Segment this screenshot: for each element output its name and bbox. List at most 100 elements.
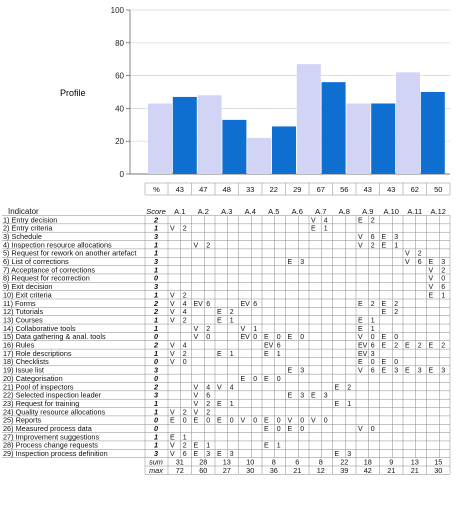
- cell-type: E: [217, 418, 222, 425]
- row-score: 1: [154, 407, 158, 416]
- sum-value: 13: [223, 457, 231, 466]
- cell-value: 0: [253, 334, 257, 341]
- row-score: 2: [153, 382, 158, 391]
- column-header: A.7: [315, 207, 326, 216]
- sum-value: 31: [176, 457, 184, 466]
- cell-type: E: [264, 334, 269, 341]
- cell-value: 2: [183, 443, 187, 450]
- indicator-label: 26) Measured process data: [3, 424, 93, 433]
- cell-type: E: [358, 359, 363, 366]
- row-score: 1: [154, 224, 158, 233]
- cell-type: V: [170, 351, 175, 358]
- cell-type: E: [405, 343, 410, 350]
- cell-type: E: [382, 343, 387, 350]
- bar-a-2: [172, 96, 197, 174]
- cell-type: E: [288, 426, 293, 433]
- cell-type: E: [358, 301, 363, 308]
- row-score: 2: [153, 215, 158, 224]
- cell-value: 4: [183, 309, 187, 316]
- indicator-label: 4) Inspection resource allocations: [3, 240, 112, 249]
- percent-value: 56: [340, 185, 348, 194]
- cell-value: 0: [371, 426, 375, 433]
- cell-type: E: [382, 368, 387, 375]
- cell-value: 0: [183, 359, 187, 366]
- cell-type: V: [170, 292, 175, 299]
- cell-type: EV: [358, 351, 368, 358]
- cell-type: V: [170, 409, 175, 416]
- cell-type: E: [217, 401, 222, 408]
- indicator-label: 3) Schedule: [3, 232, 42, 241]
- cell-value: 4: [183, 343, 187, 350]
- sum-value: 8: [272, 457, 276, 466]
- cell-value: 0: [183, 418, 187, 425]
- cell-type: E: [264, 443, 269, 450]
- cell-value: 0: [206, 334, 210, 341]
- cell-value: 6: [183, 451, 187, 458]
- score-header: Score: [146, 207, 166, 216]
- cell-value: 3: [230, 451, 234, 458]
- cell-value: 2: [183, 351, 187, 358]
- percent-value: 50: [434, 185, 442, 194]
- cell-type: E: [429, 343, 434, 350]
- cell-type: V: [429, 284, 434, 291]
- cell-value: 2: [441, 267, 445, 274]
- cell-type: E: [217, 351, 222, 358]
- cell-value: 3: [347, 451, 351, 458]
- row-score: 0: [154, 374, 158, 383]
- cell-type: E: [358, 317, 363, 324]
- cell-type: E: [382, 334, 387, 341]
- cell-value: 2: [371, 217, 375, 224]
- column-header: A.3: [221, 207, 232, 216]
- sum-value: 9: [389, 457, 393, 466]
- max-value: 21: [411, 466, 419, 475]
- row-score: 2: [153, 299, 158, 308]
- bar-a-10: [371, 103, 396, 174]
- max-value: 30: [246, 466, 254, 475]
- cell-value: 4: [324, 217, 328, 224]
- cell-type: E: [194, 418, 199, 425]
- indicator-label: 18) Checklists: [3, 357, 49, 366]
- cell-value: 1: [206, 443, 210, 450]
- row-score: 1: [154, 349, 158, 358]
- cell-value: 1: [324, 226, 328, 233]
- bar-a-6: [272, 126, 296, 174]
- cell-value: 6: [441, 284, 445, 291]
- cell-value: 1: [253, 326, 257, 333]
- sum-value: 8: [319, 457, 323, 466]
- cell-type: E: [429, 292, 434, 299]
- cell-type: E: [194, 443, 199, 450]
- cell-type: EV: [194, 301, 204, 308]
- percent-value: 62: [411, 185, 419, 194]
- indicator-label: 1) Entry decision: [3, 215, 57, 224]
- indicator-label: 27) Improvement suggestions: [3, 432, 99, 441]
- indicator-label: 13) Courses: [3, 315, 43, 324]
- cell-value: 2: [394, 301, 398, 308]
- cell-type: E: [429, 368, 434, 375]
- cell-value: 2: [347, 384, 351, 391]
- cell-value: 2: [371, 301, 375, 308]
- cell-value: 0: [230, 418, 234, 425]
- cell-value: 0: [300, 334, 304, 341]
- cell-type: V: [170, 451, 175, 458]
- max-value: 21: [387, 466, 395, 475]
- row-score: 1: [154, 290, 158, 299]
- row-score: 0: [154, 416, 158, 425]
- bar-a-1: [148, 103, 172, 174]
- indicator-label: 21) Pool of inspectors: [3, 382, 74, 391]
- cell-value: 3: [441, 368, 445, 375]
- cell-value: 6: [206, 393, 210, 400]
- cell-value: 0: [300, 426, 304, 433]
- profile-axis-label: Profile: [60, 88, 86, 98]
- cell-value: 0: [441, 276, 445, 283]
- row-score: 1: [154, 399, 158, 408]
- cell-type: V: [311, 217, 316, 224]
- cell-value: 4: [206, 384, 210, 391]
- indicator-label: 29) Inspection process definition: [3, 449, 108, 458]
- indicator-label: 24) Quality resource allocations: [3, 407, 106, 416]
- y-tick-label: 60: [115, 72, 124, 81]
- cell-type: EV: [358, 343, 368, 350]
- cell-value: 3: [300, 259, 304, 266]
- percent-value: 43: [364, 185, 372, 194]
